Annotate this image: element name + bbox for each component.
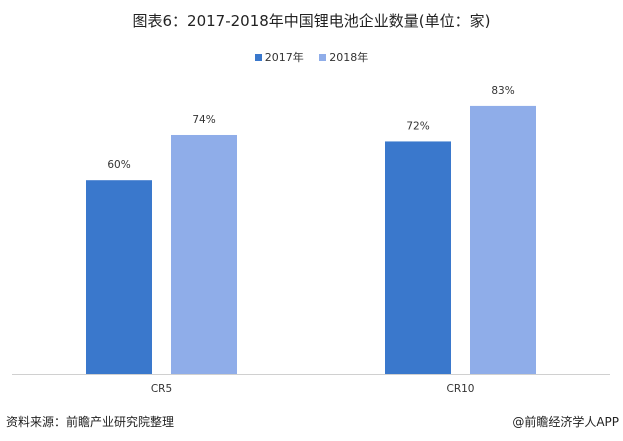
legend-item-2017: 2017年	[254, 49, 304, 65]
bar-CR10-0	[385, 141, 451, 374]
bar-CR5-1	[171, 134, 237, 374]
legend-label: 2018年	[329, 51, 369, 64]
bar-CR10-1	[470, 105, 536, 374]
data-label: 74%	[192, 114, 215, 126]
x-tick-label: CR5	[151, 383, 172, 395]
brand-credit: @前瞻经济学人APP	[512, 415, 619, 429]
data-label: 60%	[107, 159, 130, 171]
legend-swatch	[319, 53, 327, 61]
data-label: 72%	[406, 120, 429, 132]
legend-label: 2017年	[264, 51, 304, 64]
data-label: 83%	[491, 85, 514, 97]
legend: 2017年 2018年	[0, 49, 623, 65]
legend-swatch	[254, 53, 262, 61]
source-note: 资料来源：前瞻产业研究院整理	[6, 415, 175, 429]
bar-CR5-0	[86, 180, 152, 374]
legend-item-2018: 2018年	[319, 49, 368, 65]
chart-title: 图表6：2017-2018年中国锂电池企业数量(单位：家)	[132, 12, 491, 30]
x-tick-label: CR10	[447, 383, 475, 395]
